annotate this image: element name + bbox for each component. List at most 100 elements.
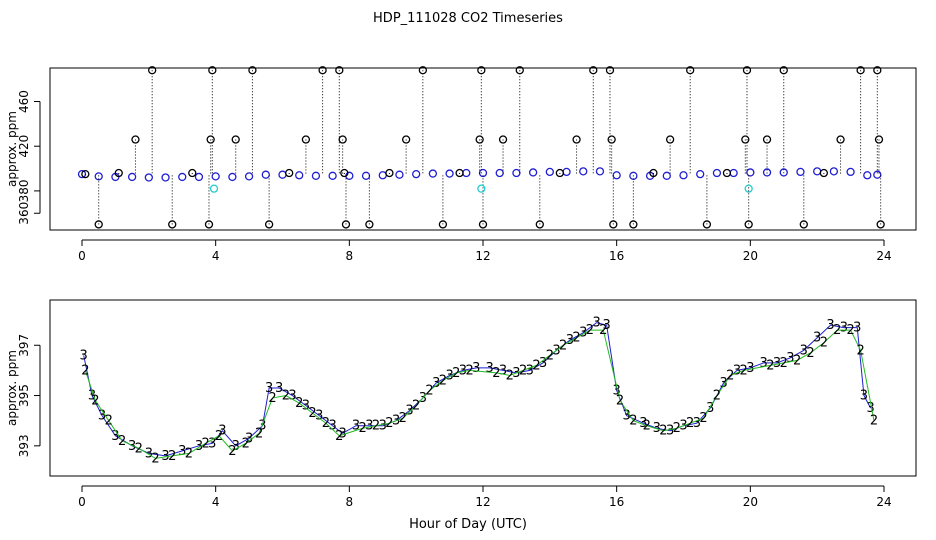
data-point: [762, 168, 772, 177]
data-point: 2: [439, 373, 447, 388]
data-point: [438, 220, 448, 229]
data-point: 3: [623, 409, 631, 424]
data-point: 2: [322, 416, 330, 431]
data-point: 2: [559, 338, 567, 353]
x-tick-label: 0: [78, 495, 86, 509]
data-point: 3: [208, 436, 216, 451]
data-point: 3: [539, 356, 547, 371]
data-point: 2: [105, 414, 113, 429]
data-point: [495, 168, 504, 178]
data-point: [629, 220, 638, 229]
data-point: [301, 135, 311, 144]
data-point: 2: [629, 414, 637, 429]
data-point: [127, 172, 137, 182]
data-point: 2: [870, 414, 878, 429]
data-point: [228, 172, 237, 182]
data-point: [278, 170, 287, 179]
data-point: 2: [425, 384, 433, 399]
data-point: [744, 184, 753, 193]
data-point: [515, 66, 524, 75]
data-point: 2: [215, 429, 223, 444]
x-tick-label: 20: [743, 249, 758, 263]
data-point: [144, 173, 153, 182]
data-point: 2: [335, 429, 343, 444]
y-tick-label: 393: [17, 434, 31, 457]
y-tick-label: 420: [17, 135, 31, 158]
data-point: 3: [245, 431, 253, 446]
data-point: 2: [532, 358, 540, 373]
data-point: 3: [613, 384, 621, 399]
data-point: 2: [673, 421, 681, 436]
data-point: 2: [465, 363, 473, 378]
data-point: [361, 171, 371, 180]
data-point: 3: [379, 419, 387, 434]
data-point: 2: [726, 368, 734, 383]
data-point: 2: [846, 323, 854, 338]
data-point: [742, 66, 752, 75]
data-point: [204, 220, 214, 229]
figure-x-axis-label: Hour of Day (UTC): [409, 517, 527, 532]
data-point: 3: [80, 348, 88, 363]
data-point: [285, 168, 294, 178]
data-point: 3: [760, 356, 768, 371]
series-line: [84, 329, 875, 459]
data-point: [873, 170, 882, 179]
data-point: 2: [599, 323, 607, 338]
data-point: [168, 220, 177, 229]
data-point: 2: [295, 396, 303, 411]
data-point: [696, 169, 705, 179]
data-point: 3: [472, 361, 480, 376]
data-point: [208, 66, 217, 75]
data-point: [589, 66, 598, 75]
data-point: 3: [746, 361, 754, 376]
data-point: 2: [91, 394, 99, 409]
data-point: [311, 171, 321, 180]
data-point: 3: [499, 363, 507, 378]
x-tick-label: 8: [346, 249, 354, 263]
data-point: [365, 220, 374, 229]
data-point: 3: [579, 326, 587, 341]
data-point: [572, 135, 581, 144]
y-axis-label: approx. ppm: [5, 111, 19, 187]
data-point: [846, 167, 855, 177]
data-point: [679, 171, 688, 180]
data-point: 2: [793, 353, 801, 368]
data-point: 2: [506, 368, 514, 383]
y-tick-label: 380: [17, 179, 31, 202]
data-point: [194, 172, 204, 182]
data-point: [148, 66, 157, 75]
data-point: 2: [151, 451, 159, 466]
data-point: 2: [546, 348, 554, 363]
data-point: 2: [780, 356, 788, 371]
data-point: 2: [492, 366, 500, 381]
data-point: [856, 66, 865, 75]
data-point: 3: [566, 333, 574, 348]
data-point: [455, 168, 464, 178]
data-point: [161, 173, 170, 182]
data-point: 3: [813, 331, 821, 346]
data-point: 2: [586, 323, 594, 338]
data-point: 2: [572, 331, 580, 346]
data-point: 3: [288, 389, 296, 404]
data-point: [607, 135, 616, 144]
data-point: 2: [833, 323, 841, 338]
data-point: 3: [339, 426, 347, 441]
data-point: [445, 169, 454, 178]
data-point: [796, 167, 805, 177]
data-point: 2: [359, 421, 367, 436]
data-point: 3: [693, 416, 701, 431]
data-point: [813, 167, 822, 176]
data-point: 3: [98, 409, 106, 424]
data-point: [873, 66, 882, 75]
data-point: 3: [88, 389, 96, 404]
data-point: 2: [242, 436, 250, 451]
data-point: [206, 135, 215, 144]
data-point: [722, 168, 732, 178]
series-1: [81, 66, 885, 229]
data-point: 2: [185, 446, 193, 461]
data-point: 2: [399, 411, 407, 426]
data-point: 3: [265, 381, 273, 396]
data-point: [244, 172, 254, 181]
data-point: [512, 168, 521, 178]
data-point: 3: [365, 419, 373, 434]
